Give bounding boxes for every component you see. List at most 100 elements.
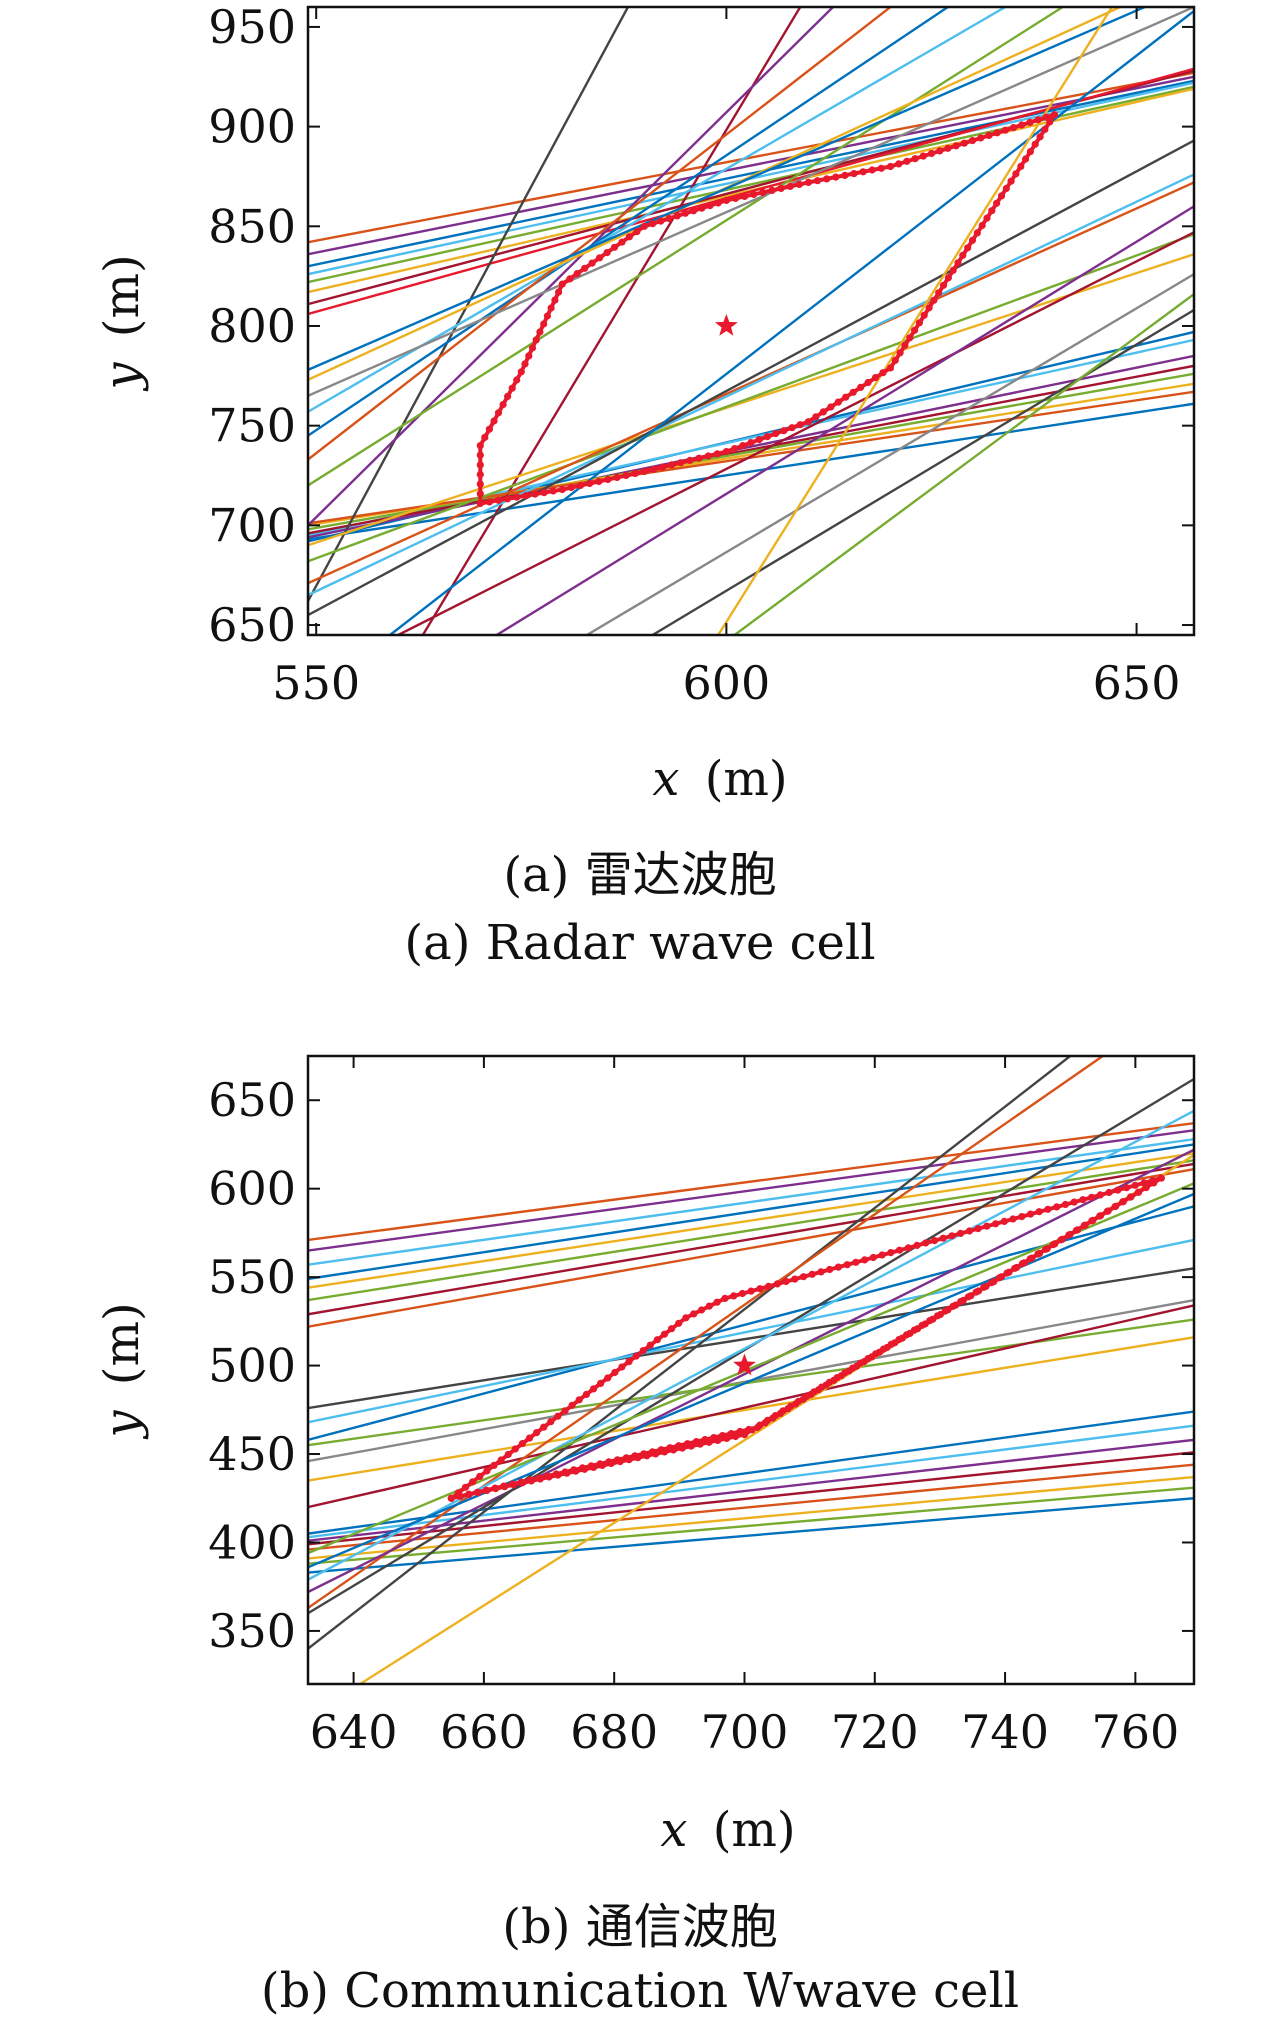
chart-b-cell-dot <box>895 1336 903 1344</box>
chart-b-line-22 <box>308 1304 1194 1509</box>
chart-b-cell-dot <box>974 1225 982 1233</box>
chart-b-cell-dot <box>810 1388 818 1396</box>
chart-b-cell-dot <box>568 1401 576 1409</box>
chart-a-cell-dot <box>812 413 820 421</box>
chart-b-line-9 <box>308 1486 1194 1565</box>
chart-b-line-29 <box>308 1192 1194 1569</box>
chart-b-xtick-label: 660 <box>440 1705 528 1759</box>
chart-a-ylabel: y (m) <box>94 254 150 391</box>
chart-a-cell-dot <box>879 369 887 377</box>
chart-a-cell-dot <box>633 228 641 236</box>
chart-b-cell-dot <box>773 1280 781 1288</box>
chart-a-cell-dot <box>677 459 685 467</box>
chart-a-cell-dot <box>944 274 953 282</box>
chart-b-cell-dot <box>957 1298 965 1306</box>
chart-b-cell-dot <box>705 1302 713 1310</box>
chart-b-cell-dot <box>1150 1179 1158 1187</box>
chart-a-cell-dot <box>476 480 484 488</box>
chart-a-cell-dot <box>786 182 794 190</box>
chart-a-xticks: 550 600 650 <box>272 7 1180 710</box>
chart-b-cell-dot <box>856 1359 864 1367</box>
chart-a-cell-dot <box>485 425 493 433</box>
chart-a-cell-dot <box>558 485 566 494</box>
chart-a-cell-dot <box>722 448 731 456</box>
chart-a-cell-dot <box>1050 111 1059 119</box>
chart-a-cell-dot <box>819 408 827 416</box>
chart-b-cell-dot <box>910 1326 919 1334</box>
chart-b-cell-dot <box>618 1363 626 1371</box>
chart-a-cell-dot <box>919 152 927 160</box>
chart-a-cell-dot <box>508 384 516 392</box>
chart-a-cell-dot <box>935 289 943 297</box>
chart-b-cell-dot <box>903 1331 911 1339</box>
chart-a-cell-dot <box>795 180 803 188</box>
chart-b-cell-dot <box>791 1275 799 1283</box>
chart-b-cell-dot <box>941 1307 949 1315</box>
chart-b-cell-dot <box>864 1355 872 1363</box>
chart-a-cell-dot <box>988 207 996 215</box>
chart-a-cell-dot <box>494 496 503 504</box>
chart-b-target-star <box>733 1353 756 1376</box>
chart-b-cell-dot <box>843 1261 851 1269</box>
chart-a-svg: 550 600 650 650 700 750 800 850 900 950 x (m) y … <box>94 0 1196 807</box>
chart-a-target-star <box>715 314 738 336</box>
chart-b-cell-dot <box>668 1325 676 1333</box>
chart-a-cell-dot <box>722 196 731 204</box>
chart-a-cell <box>476 111 1059 507</box>
chart-a-cell-dot <box>1009 124 1018 132</box>
chart-b-cell-dot <box>992 1220 1000 1228</box>
chart-a-cell-dot <box>968 137 977 145</box>
chart-a-cell-dot <box>549 487 557 495</box>
chart-b-cell-dot <box>833 1374 841 1382</box>
chart-b-line-11 <box>308 1463 1194 1551</box>
chart-a-cell-dot <box>832 173 840 181</box>
chart-b-cell-dot <box>878 1251 886 1259</box>
chart-a-cell-dot <box>911 155 919 163</box>
chart-b-cell-dot <box>1044 1205 1052 1213</box>
chart-b-cell-dot <box>461 1483 470 1491</box>
chart-a-cell-dot <box>1036 133 1044 141</box>
chart-b-cell-dot <box>545 1473 553 1481</box>
chart-b-caption-cn: (b) 通信波胞 <box>502 1899 778 1955</box>
chart-a-cell-dot <box>983 214 991 222</box>
chart-a-cell-dot <box>540 320 548 328</box>
chart-b-cell-dot <box>913 1241 921 1249</box>
chart-a-cell-dot <box>772 430 780 438</box>
chart-b-xtick-label: 720 <box>831 1705 919 1759</box>
chart-a-cell-dot <box>640 222 649 230</box>
chart-a-cell-dot <box>857 383 865 391</box>
chart-a-cell-dot <box>896 349 904 357</box>
chart-b-cell-dot <box>598 1461 606 1469</box>
chart-a-cell-dot <box>780 427 788 435</box>
chart-b-cell-dot <box>849 1364 857 1372</box>
chart-b-cell-dot <box>834 1263 843 1271</box>
chart-a-line-16 <box>308 7 630 602</box>
chart-a-cell-dot <box>547 304 555 312</box>
chart-a-xlabel: x (m) <box>652 751 787 807</box>
chart-b-cell-dot <box>660 1330 669 1338</box>
chart-a-cell-dot <box>668 461 676 469</box>
chart-a-cell-dot <box>714 199 722 207</box>
chart-b-yticks: 350 400 450 500 550 600 650 <box>208 1073 1194 1658</box>
chart-a-cell-dot <box>804 178 813 186</box>
chart-b-cell-dot <box>732 1432 740 1441</box>
chart-b-cell-dot <box>554 1471 562 1479</box>
chart-a-cell-dot <box>906 334 914 342</box>
chart-b-cell-dot <box>1119 1198 1127 1206</box>
chart-b-line-15 <box>308 1410 1194 1535</box>
chart-b-cell-dot <box>705 1438 713 1446</box>
chart-b-cell-dot <box>474 1488 482 1497</box>
chart-b-cell-dot <box>1126 1193 1135 1201</box>
chart-a-xtick-label: 600 <box>682 656 770 710</box>
chart-a-cell-dot <box>886 364 895 372</box>
chart-b-cell-dot <box>456 1492 464 1500</box>
chart-a-xtick-label: 650 <box>1093 656 1181 710</box>
chart-a-cell-dot <box>877 164 885 172</box>
chart-a-line-35 <box>733 293 1194 635</box>
chart-a-cell-dot <box>960 139 968 147</box>
chart-a-cell-dot <box>841 171 849 179</box>
chart-a-cell-dot <box>920 311 928 319</box>
chart-b-cell-dot <box>983 1222 991 1230</box>
chart-a-cell-dot <box>886 162 895 171</box>
chart-a-cell-dot <box>1012 170 1020 178</box>
